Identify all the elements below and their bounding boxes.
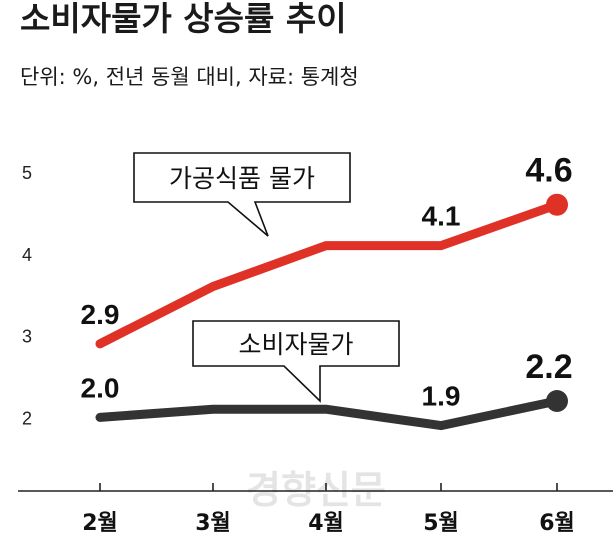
data-label: 1.9 — [422, 381, 461, 412]
series-end-marker-0 — [546, 193, 568, 216]
data-label: 4.1 — [422, 201, 461, 232]
series-lines — [95, 193, 568, 431]
x-tick-label: 3월 — [195, 511, 231, 536]
chart-title: 소비자물가 상승률 추이 — [20, 0, 347, 38]
data-label: 2.9 — [81, 299, 120, 330]
series-line-0 — [95, 200, 562, 349]
callout-box — [192, 320, 400, 403]
chart-subtitle: 단위: %, 전년 동월 대비, 자료: 통계청 — [20, 65, 359, 89]
y-tick-label: 2 — [22, 408, 32, 428]
x-tick-label: 2월 — [82, 511, 118, 536]
x-axis-ticks: 2월 3월 4월 5월 6월 — [82, 483, 575, 536]
legend-consumer-price: 소비자물가 — [238, 330, 353, 359]
x-tick-label: 6월 — [539, 511, 575, 536]
callout-processed-food: 가공식품 물가 — [133, 152, 351, 237]
callout-consumer-price: 소비자물가 — [192, 320, 400, 403]
data-label: 4.6 — [525, 152, 572, 190]
y-tick-label: 4 — [22, 245, 32, 265]
data-labels: 2.9 4.1 4.6 2.0 1.9 2.2 — [81, 152, 573, 412]
x-tick-label: 5월 — [423, 511, 459, 536]
watermark: 경향신문 — [246, 468, 386, 512]
y-tick-label: 5 — [22, 163, 32, 183]
series-line-1 — [95, 396, 562, 431]
y-tick-label: 3 — [22, 327, 32, 347]
callout-box — [133, 152, 351, 237]
series-end-marker-1 — [546, 390, 568, 413]
legend-processed-food: 가공식품 물가 — [169, 164, 315, 193]
y-axis-ticks: 5 4 3 2 — [22, 163, 32, 428]
data-label: 2.2 — [525, 348, 572, 386]
x-tick-label: 4월 — [308, 511, 344, 536]
data-label: 2.0 — [81, 372, 120, 403]
